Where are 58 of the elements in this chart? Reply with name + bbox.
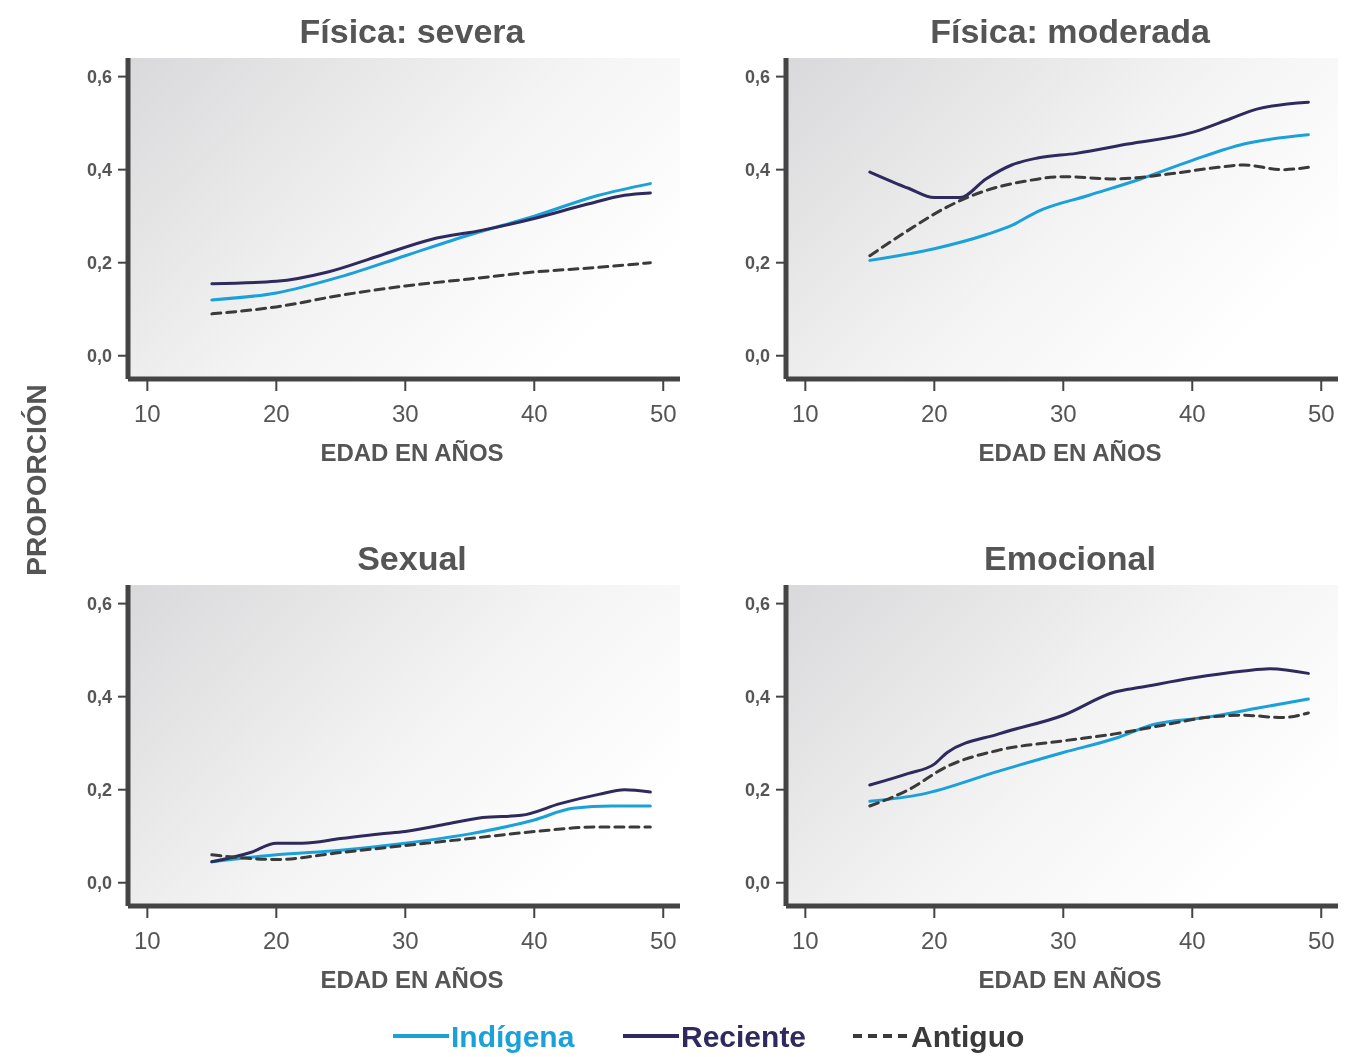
y-tick-label: 0,2: [86, 780, 112, 800]
chart-title: Sexual: [357, 539, 467, 577]
y-tick-label: 0,2: [744, 253, 770, 273]
line-series: [868, 667, 1310, 787]
x-tick-label: 50: [1307, 400, 1335, 427]
x-tick-label: 30: [1049, 400, 1077, 427]
x-tick-label: 40: [520, 400, 548, 427]
x-tick-label: 20: [262, 927, 290, 954]
x-axis-title: EDAD EN AÑOS: [978, 966, 1162, 993]
x-tick-label: 50: [649, 400, 677, 427]
y-tick-label: 0,6: [744, 66, 770, 87]
y-tick-label: 0,4: [86, 159, 112, 180]
line-series: [210, 191, 652, 286]
y-tick-label: 0,6: [86, 66, 112, 87]
y-axis-title: PROPORCIÓN: [21, 384, 52, 576]
y-tick-label: 0,4: [86, 686, 112, 707]
line-series: [868, 100, 1310, 200]
x-axis-title: EDAD EN AÑOS: [320, 439, 504, 466]
x-tick-label: 10: [791, 927, 819, 954]
x-tick-label: 40: [1178, 400, 1206, 427]
x-tick-label: 30: [1049, 927, 1077, 954]
x-axis-title: EDAD EN AÑOS: [320, 966, 504, 993]
x-tick-label: 20: [920, 400, 948, 427]
y-tick-label: 0,6: [744, 593, 770, 614]
x-tick-label: 20: [920, 927, 948, 954]
x-tick-label: 10: [133, 927, 161, 954]
x-tick-label: 10: [791, 400, 819, 427]
x-tick-label: 30: [391, 400, 419, 427]
chart-title: Física: severa: [299, 12, 526, 50]
y-tick-label: 0,0: [744, 873, 770, 894]
x-tick-label: 50: [1307, 927, 1335, 954]
line-series: [868, 711, 1310, 808]
y-tick-label: 0,2: [86, 253, 112, 273]
y-tick-label: 0,4: [744, 159, 770, 180]
line-series: [868, 133, 1310, 262]
line-series: [210, 261, 652, 316]
x-tick-label: 40: [520, 927, 548, 954]
legend-label: Indígena: [451, 1019, 575, 1053]
line-series: [868, 163, 1310, 258]
line-series: [210, 182, 652, 302]
x-tick-label: 10: [133, 400, 161, 427]
chart-title: Física: moderada: [930, 12, 1211, 50]
legend-label: Reciente: [681, 1019, 807, 1053]
x-tick-label: 40: [1178, 927, 1206, 954]
x-axis-title: EDAD EN AÑOS: [978, 439, 1162, 466]
chart-title: Emocional: [984, 539, 1156, 577]
x-tick-label: 30: [391, 927, 419, 954]
y-tick-label: 0,0: [86, 873, 112, 894]
y-tick-label: 0,2: [744, 780, 770, 800]
y-tick-label: 0,0: [744, 346, 770, 367]
y-tick-label: 0,6: [86, 593, 112, 614]
x-tick-label: 20: [262, 400, 290, 427]
line-series: [210, 825, 652, 861]
legend-label: Antiguo: [911, 1019, 1025, 1053]
y-tick-label: 0,4: [744, 686, 770, 707]
y-tick-label: 0,0: [86, 346, 112, 367]
x-tick-label: 50: [649, 927, 677, 954]
line-series: [210, 788, 652, 864]
